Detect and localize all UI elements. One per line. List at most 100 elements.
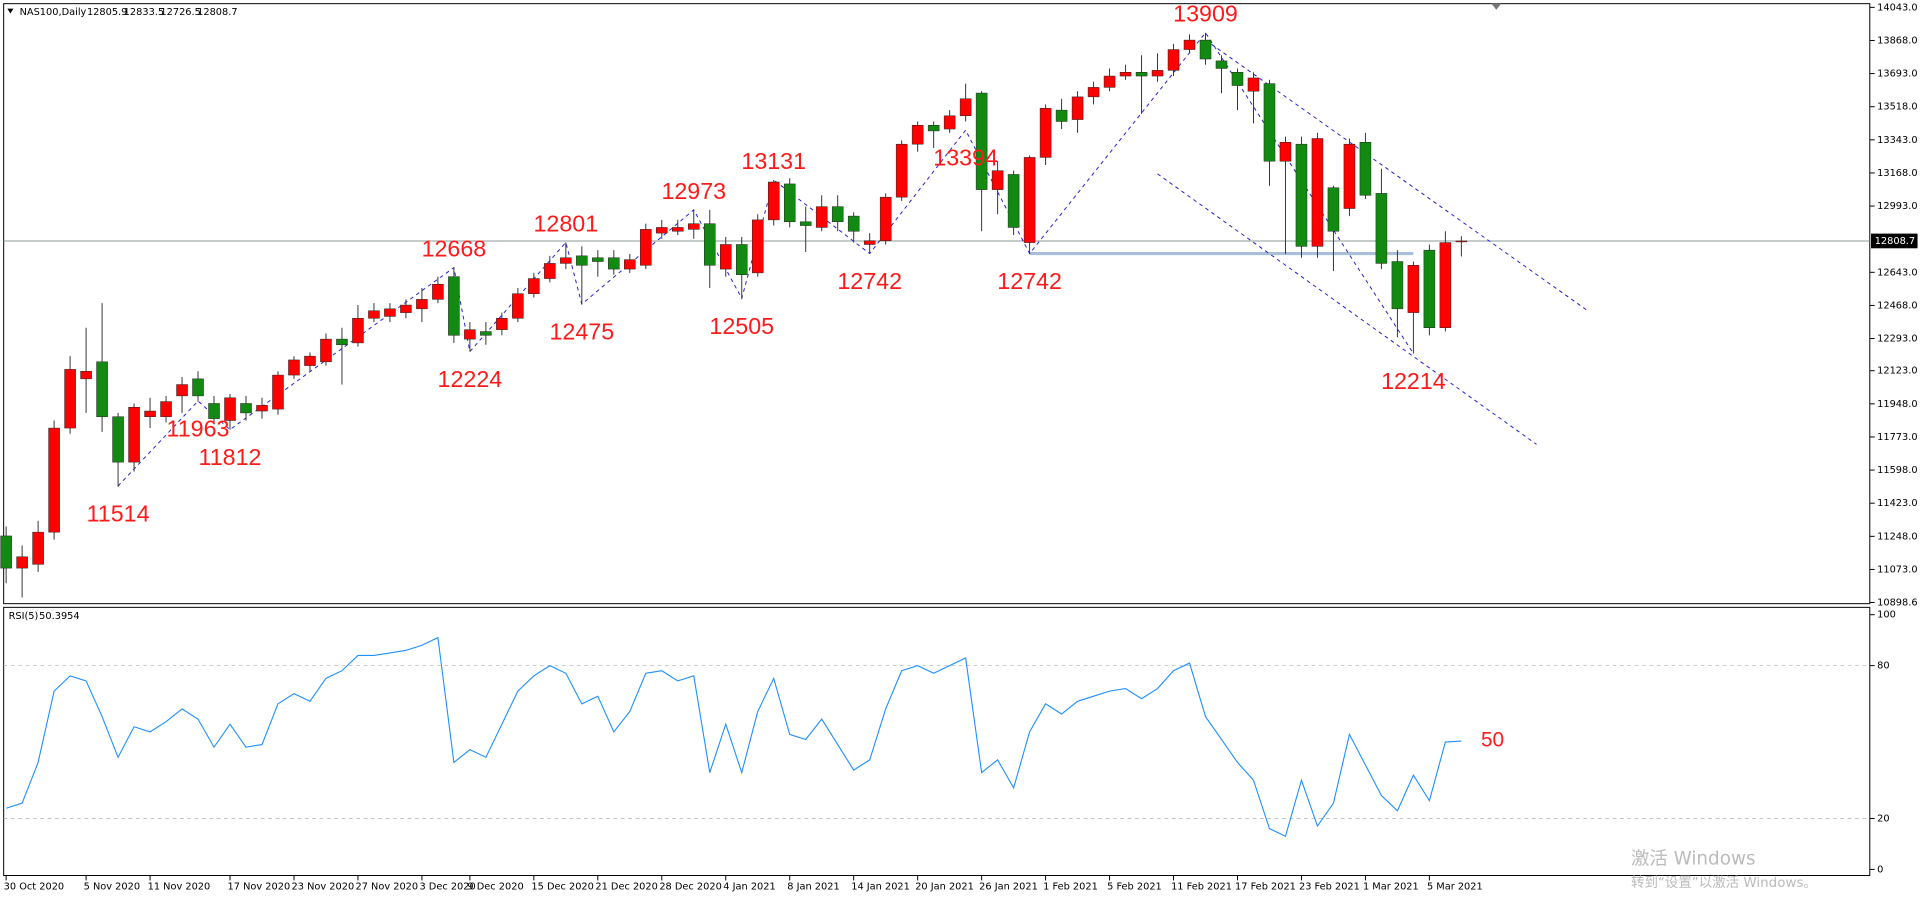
candle-body bbox=[815, 206, 828, 228]
y-tick-label: 10898.6 bbox=[1877, 597, 1917, 608]
candle-body bbox=[1183, 39, 1196, 50]
swing-label: 12214 bbox=[1381, 368, 1446, 394]
candle-body bbox=[224, 397, 236, 421]
candle-body bbox=[1103, 75, 1116, 88]
main-panel bbox=[3, 3, 1871, 605]
candle-body bbox=[1375, 193, 1388, 264]
y-tick-label: 12993.0 bbox=[1877, 201, 1917, 212]
x-tick-label: 21 Dec 2020 bbox=[595, 882, 658, 893]
watermark-subtitle: 转到“设置”以激活 Windows。 bbox=[1631, 875, 1817, 891]
candle-body bbox=[256, 405, 268, 412]
x-tick-label: 5 Nov 2020 bbox=[84, 882, 140, 893]
candle-body bbox=[544, 263, 556, 279]
candle-body bbox=[1359, 142, 1372, 196]
candle-body bbox=[767, 181, 780, 221]
y-tick-label: 11948.0 bbox=[1877, 399, 1917, 410]
candle-body bbox=[1087, 87, 1100, 98]
x-tick-label: 5 Feb 2021 bbox=[1107, 882, 1162, 893]
swing-label: 12668 bbox=[422, 236, 487, 262]
candle-body bbox=[320, 338, 332, 363]
candle-body bbox=[1263, 83, 1276, 162]
x-tick-label: 11 Nov 2020 bbox=[148, 882, 211, 893]
candle-body bbox=[208, 403, 220, 419]
swing-label: 13394 bbox=[933, 145, 998, 171]
candle-body bbox=[480, 331, 492, 336]
y-tick-label: 12643.0 bbox=[1877, 267, 1917, 278]
x-tick-label: 14 Jan 2021 bbox=[851, 882, 910, 893]
swing-label: 12742 bbox=[837, 268, 902, 294]
swing-label: 12224 bbox=[438, 366, 503, 392]
candle-body bbox=[1007, 174, 1020, 228]
y-tick-label: 12468.0 bbox=[1877, 300, 1917, 311]
shift-marker[interactable] bbox=[1491, 3, 1502, 10]
swing-label: 12973 bbox=[661, 178, 726, 204]
y-tick-label: 11248.0 bbox=[1877, 531, 1917, 542]
candle-body bbox=[1167, 49, 1180, 71]
candle-body bbox=[1215, 60, 1228, 69]
x-tick-label: 8 Jan 2021 bbox=[787, 882, 839, 893]
candle-body bbox=[496, 318, 508, 330]
candle-body bbox=[1343, 143, 1356, 209]
candle-body bbox=[272, 374, 284, 410]
rsi-tick-label: 0 bbox=[1877, 864, 1883, 875]
candle-body bbox=[1311, 138, 1324, 247]
candle-body bbox=[400, 304, 412, 313]
y-tick-label: 13518.0 bbox=[1877, 102, 1917, 113]
x-tick-label: 9 Dec 2020 bbox=[467, 882, 523, 893]
x-tick-label: 1 Feb 2021 bbox=[1043, 882, 1098, 893]
candle-body bbox=[863, 240, 876, 245]
candle-body bbox=[336, 338, 348, 346]
candle-body bbox=[1055, 109, 1068, 122]
swing-label: 12801 bbox=[534, 210, 599, 236]
candle-body bbox=[879, 196, 892, 241]
x-tick-label: 26 Jan 2021 bbox=[979, 882, 1038, 893]
collapse-icon[interactable] bbox=[7, 8, 14, 14]
candle-body bbox=[1231, 72, 1244, 86]
candle-body bbox=[96, 361, 108, 417]
candle-body bbox=[32, 531, 44, 565]
swing-label: 12742 bbox=[997, 268, 1062, 294]
candle-body bbox=[160, 401, 172, 417]
candle-body bbox=[831, 206, 844, 223]
rsi-name: RSI(5) bbox=[9, 611, 39, 622]
candle-body bbox=[927, 125, 940, 132]
candle-body bbox=[1247, 77, 1260, 92]
y-tick-label: 11598.0 bbox=[1877, 465, 1917, 476]
candle-body bbox=[991, 170, 1004, 190]
rsi-value: 50.3954 bbox=[39, 611, 79, 622]
candle-body bbox=[1071, 96, 1084, 120]
candle-body bbox=[592, 257, 604, 262]
y-tick-label: 11423.0 bbox=[1877, 498, 1917, 509]
candle-body bbox=[720, 244, 732, 270]
candle-body bbox=[304, 355, 316, 366]
candle-body bbox=[1023, 157, 1036, 243]
candle-body bbox=[192, 378, 204, 397]
candle-body bbox=[1455, 240, 1468, 243]
trendline bbox=[1157, 173, 1537, 445]
rsi-tick-label: 80 bbox=[1877, 661, 1889, 672]
candle-body bbox=[608, 257, 620, 270]
candle-body bbox=[656, 227, 668, 234]
candle-body bbox=[576, 255, 588, 266]
candle-body bbox=[352, 318, 364, 344]
candle-body bbox=[688, 223, 700, 230]
candle-body bbox=[368, 310, 380, 319]
grid: 14043.0 13868.0 13693.0 13518.0 13343.0 13168… bbox=[4, 2, 1918, 892]
x-tick-label: 5 Mar 2021 bbox=[1427, 882, 1483, 893]
candle-body bbox=[144, 410, 156, 417]
candle-body bbox=[560, 257, 572, 264]
x-tick-label: 15 Dec 2020 bbox=[531, 882, 593, 893]
candle-body bbox=[416, 299, 428, 310]
rsi-panel bbox=[3, 606, 1871, 876]
current-price-label: 12808.7 bbox=[1875, 236, 1915, 247]
candle-body bbox=[704, 223, 716, 266]
candle-body bbox=[624, 259, 636, 270]
zigzag bbox=[117, 31, 1414, 487]
candle-body bbox=[1119, 72, 1132, 77]
x-tick-label: 17 Feb 2021 bbox=[1235, 882, 1296, 893]
candle-body bbox=[911, 125, 924, 145]
y-tick-label: 14043.0 bbox=[1877, 2, 1917, 13]
x-tick-label: 17 Nov 2020 bbox=[228, 882, 291, 893]
